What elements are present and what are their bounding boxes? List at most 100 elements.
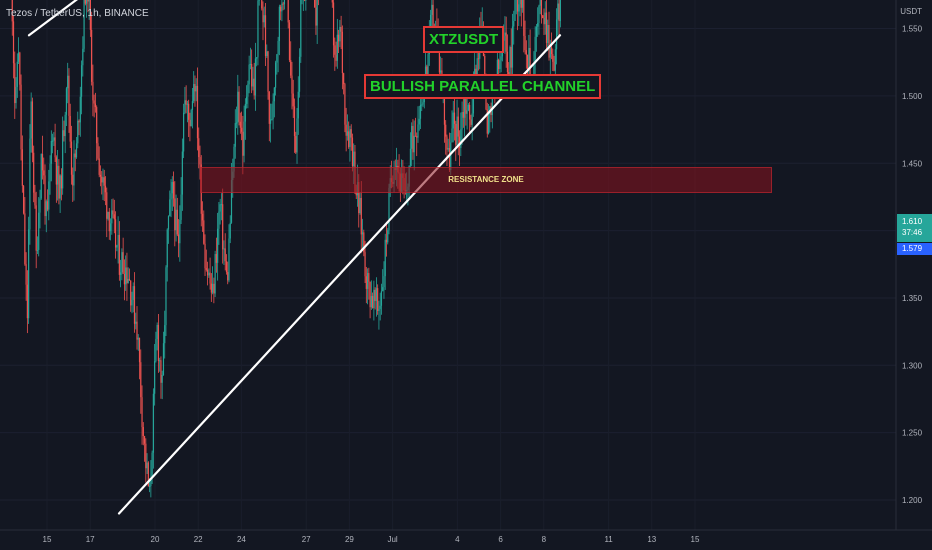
candle-body: [554, 49, 556, 71]
candle-body: [385, 239, 388, 243]
candle-body: [229, 222, 231, 239]
candle-body: [78, 120, 80, 123]
candle-body: [189, 119, 191, 127]
candle-body: [77, 120, 79, 144]
channel-lower-line: [117, 34, 562, 515]
candle-body: [334, 45, 336, 55]
candle-body: [157, 324, 160, 361]
candle-body: [447, 147, 449, 150]
candle-body: [525, 50, 527, 55]
y-axis: 1.2001.2501.3001.3501.4001.4501.5001.550…: [895, 0, 932, 550]
candle-body: [457, 116, 459, 137]
candle-body: [247, 84, 249, 97]
candle-body: [87, 0, 89, 2]
candle-body: [224, 248, 226, 262]
candle-body: [86, 0, 88, 4]
candle-body: [48, 181, 50, 210]
candle-body: [51, 140, 54, 142]
candle-body: [17, 52, 20, 62]
candle-body: [156, 324, 158, 339]
candle-body: [204, 243, 206, 269]
candle-body: [35, 205, 37, 251]
candle-body: [93, 100, 95, 104]
candle-body: [361, 232, 364, 235]
y-tick-label: 1.450: [902, 159, 923, 168]
x-tick-label: 8: [542, 535, 547, 544]
candle-body: [230, 180, 233, 223]
candle-body: [88, 0, 90, 2]
candle-body: [240, 127, 243, 132]
candle-body: [316, 0, 318, 26]
x-tick-label: 6: [498, 535, 503, 544]
candle-body: [131, 299, 133, 306]
candle-body: [412, 125, 414, 153]
candle-body: [419, 104, 422, 119]
candle-body: [344, 84, 346, 125]
candle-body: [383, 276, 385, 288]
candle-body: [254, 58, 257, 96]
candle-body: [346, 131, 349, 136]
candle-body: [184, 100, 186, 113]
candle-body: [238, 91, 240, 122]
x-axis: 15 17 20 22 24 27 29 Jul 4 6 8 11 13 15: [0, 529, 932, 550]
candle-body: [340, 26, 342, 32]
candle-body: [11, 0, 13, 22]
candle-body: [179, 219, 181, 244]
candle-body: [74, 153, 76, 158]
candle-body: [99, 174, 102, 177]
candle-body: [127, 278, 129, 284]
candle-body: [101, 176, 103, 183]
candle-body: [114, 219, 117, 248]
candle-body: [378, 308, 380, 311]
candle-body: [80, 65, 83, 97]
x-tick-label: 15: [43, 535, 52, 544]
y-tick-label: 1.300: [902, 361, 923, 370]
candle-body: [233, 146, 235, 172]
candle-body: [155, 338, 157, 362]
candle-body: [112, 210, 114, 215]
candle-body: [527, 54, 529, 72]
candle-body: [550, 47, 553, 55]
candle-body: [271, 119, 273, 121]
candle-body: [429, 14, 432, 27]
y-tick-label: 1.250: [902, 429, 923, 438]
candle-body: [292, 93, 294, 107]
candle-body: [45, 201, 47, 217]
y-tick-label: 1.200: [902, 496, 923, 505]
candle-body: [143, 436, 146, 444]
candle-body: [132, 286, 134, 300]
candle-body: [295, 136, 297, 153]
candle-body: [170, 193, 172, 200]
candle-body: [96, 107, 98, 144]
candle-body: [277, 40, 279, 55]
candle-body: [335, 54, 337, 61]
candle-body: [339, 26, 341, 42]
candle-body: [145, 443, 147, 469]
candle-body: [72, 174, 74, 186]
candle-body: [242, 131, 244, 156]
candle-body: [84, 0, 86, 4]
x-tick-label: 11: [604, 535, 613, 544]
candle-body: [464, 93, 466, 118]
candle-body: [104, 185, 107, 193]
candle-body: [555, 19, 558, 50]
candle-body: [469, 104, 471, 120]
candle-body: [519, 0, 521, 5]
candle-body: [227, 272, 229, 281]
candle-body: [426, 66, 428, 78]
candle-body: [460, 129, 462, 148]
x-tick-label: 20: [151, 535, 160, 544]
candle-body: [68, 75, 70, 116]
candle-body: [94, 103, 97, 108]
candle-body: [159, 360, 161, 362]
candle-body: [258, 0, 260, 1]
symbol-title[interactable]: Tezos / TetherUS, 1h, BINANCE: [6, 8, 149, 19]
candle-body: [31, 101, 34, 153]
candle-body: [120, 272, 122, 275]
candle-body: [379, 305, 381, 309]
candle-body: [206, 269, 209, 276]
candle-body: [256, 57, 258, 59]
candle-body: [466, 110, 468, 114]
candle-body: [521, 0, 524, 8]
candle-body: [269, 119, 272, 124]
